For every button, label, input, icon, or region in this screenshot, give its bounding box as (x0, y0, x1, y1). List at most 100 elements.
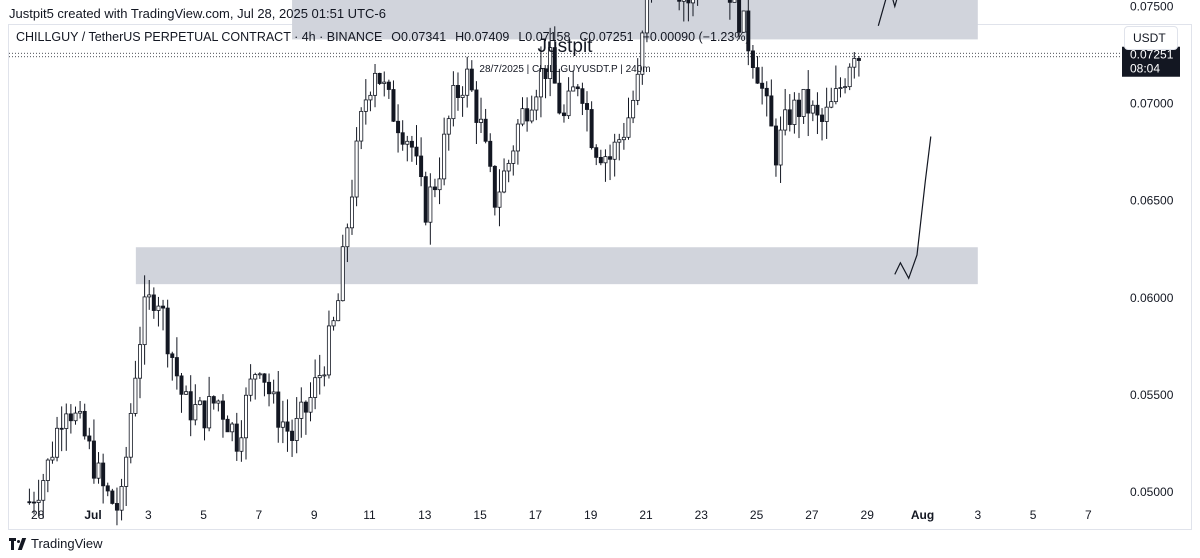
candle-body-7 (59, 427, 64, 430)
candle-body-9 (68, 413, 73, 422)
candle-body-38 (202, 400, 207, 429)
candle-body-30 (165, 307, 170, 355)
candle-body-123 (594, 147, 599, 158)
candle-body-76 (377, 72, 382, 84)
footer-branding: TradingView (9, 536, 103, 551)
candle-body-27 (151, 294, 156, 311)
candle-body-158 (755, 67, 760, 84)
candle-body-64 (322, 374, 327, 377)
candle-body-36 (193, 404, 198, 421)
y-tick-label-4: 0.07000 (1130, 97, 1174, 111)
x-tick-label-1: Jul (84, 508, 101, 522)
candle-body-117 (566, 90, 571, 117)
candles-group (27, 0, 861, 526)
candle-body-90 (442, 133, 447, 180)
candle-body-153 (732, 0, 737, 3)
candle-body-8 (64, 413, 69, 429)
x-tick-label-10: 19 (584, 508, 598, 522)
candle-body-175 (833, 88, 838, 103)
candle-body-176 (838, 87, 843, 89)
candle-body-170 (810, 104, 815, 114)
candle-body-74 (368, 94, 373, 101)
candle-body-44 (230, 423, 235, 433)
y-tick-label-0: 0.05000 (1130, 485, 1174, 499)
y-tick-label-5: 0.07500 (1130, 0, 1174, 13)
candle-body-169 (806, 88, 811, 114)
candle-body-17 (105, 485, 110, 492)
candle-body-162 (773, 125, 778, 166)
candle-body-118 (571, 86, 576, 92)
candle-body-81 (400, 132, 405, 145)
candle-body-125 (603, 156, 608, 164)
candle-body-1 (32, 501, 37, 504)
x-tick-label-13: 25 (750, 508, 764, 522)
x-tick-label-16: Aug (911, 508, 934, 522)
candle-body-20 (119, 486, 124, 511)
candle-body-73 (363, 99, 368, 112)
currency-button[interactable]: USDT (1124, 26, 1178, 50)
candle-body-144 (691, 0, 696, 4)
candle-body-69 (345, 227, 350, 248)
candle-body-91 (446, 118, 451, 135)
candle-body-155 (741, 10, 746, 33)
x-tick-label-18: 5 (1030, 508, 1037, 522)
candle-body-41 (216, 400, 221, 404)
candle-body-88 (432, 186, 437, 191)
x-tick-label-3: 5 (200, 508, 207, 522)
candle-body-42 (220, 400, 225, 420)
symbol-name[interactable]: CHILLGUY / TetherUS PERPETUAL CONTRACT ·… (16, 30, 383, 44)
watermark-title: Justpit (537, 36, 593, 57)
candle-body-112 (543, 68, 548, 80)
candle-body-99 (483, 118, 488, 142)
x-tick-label-11: 21 (639, 508, 653, 522)
candle-body-109 (529, 109, 534, 122)
candle-body-15 (96, 462, 101, 479)
candle-body-161 (769, 95, 774, 127)
candle-body-50 (257, 373, 262, 376)
x-tick-label-12: 23 (695, 508, 709, 522)
ohlc-close: C0.07251 (579, 30, 634, 44)
candle-body-66 (331, 320, 336, 327)
x-tick-label-17: 3 (974, 508, 981, 522)
candle-body-154 (737, 0, 742, 33)
last-price-label-bg (1122, 46, 1180, 77)
x-tick-label-9: 17 (529, 508, 543, 522)
candle-body-62 (313, 377, 318, 398)
candle-body-179 (852, 58, 857, 68)
candle-body-55 (280, 421, 285, 428)
candle-body-104 (506, 163, 511, 172)
candle-body-56 (285, 421, 290, 432)
candle-body-25 (142, 296, 147, 346)
candle-body-172 (820, 114, 825, 122)
x-tick-label-15: 29 (861, 508, 875, 522)
candle-body-129 (621, 136, 626, 141)
candle-body-6 (55, 427, 60, 458)
candle-body-84 (414, 146, 419, 157)
candle-body-126 (608, 156, 613, 160)
candle-body-4 (45, 459, 50, 481)
candle-body-79 (391, 89, 396, 122)
candle-body-32 (174, 357, 179, 377)
candle-body-116 (561, 112, 566, 117)
candle-body-174 (829, 101, 834, 108)
candle-body-70 (349, 196, 354, 229)
candle-body-98 (479, 118, 484, 123)
candle-body-130 (626, 117, 631, 138)
candle-body-71 (354, 140, 359, 198)
projection-path-2 (894, 136, 932, 280)
candle-body-51 (262, 373, 267, 383)
candle-body-63 (317, 375, 322, 379)
candle-body-39 (207, 396, 212, 429)
x-tick-label-5: 9 (311, 508, 318, 522)
candle-body-2 (36, 499, 41, 503)
candle-body-11 (78, 410, 83, 414)
candle-body-3 (41, 480, 46, 501)
candle-body-178 (847, 66, 852, 88)
candle-body-93 (455, 85, 460, 98)
ohlc-high: H0.07409 (455, 30, 510, 44)
candle-body-37 (197, 400, 202, 405)
candle-body-68 (340, 246, 345, 302)
x-tick-label-14: 27 (805, 508, 819, 522)
candle-body-180 (856, 58, 861, 61)
